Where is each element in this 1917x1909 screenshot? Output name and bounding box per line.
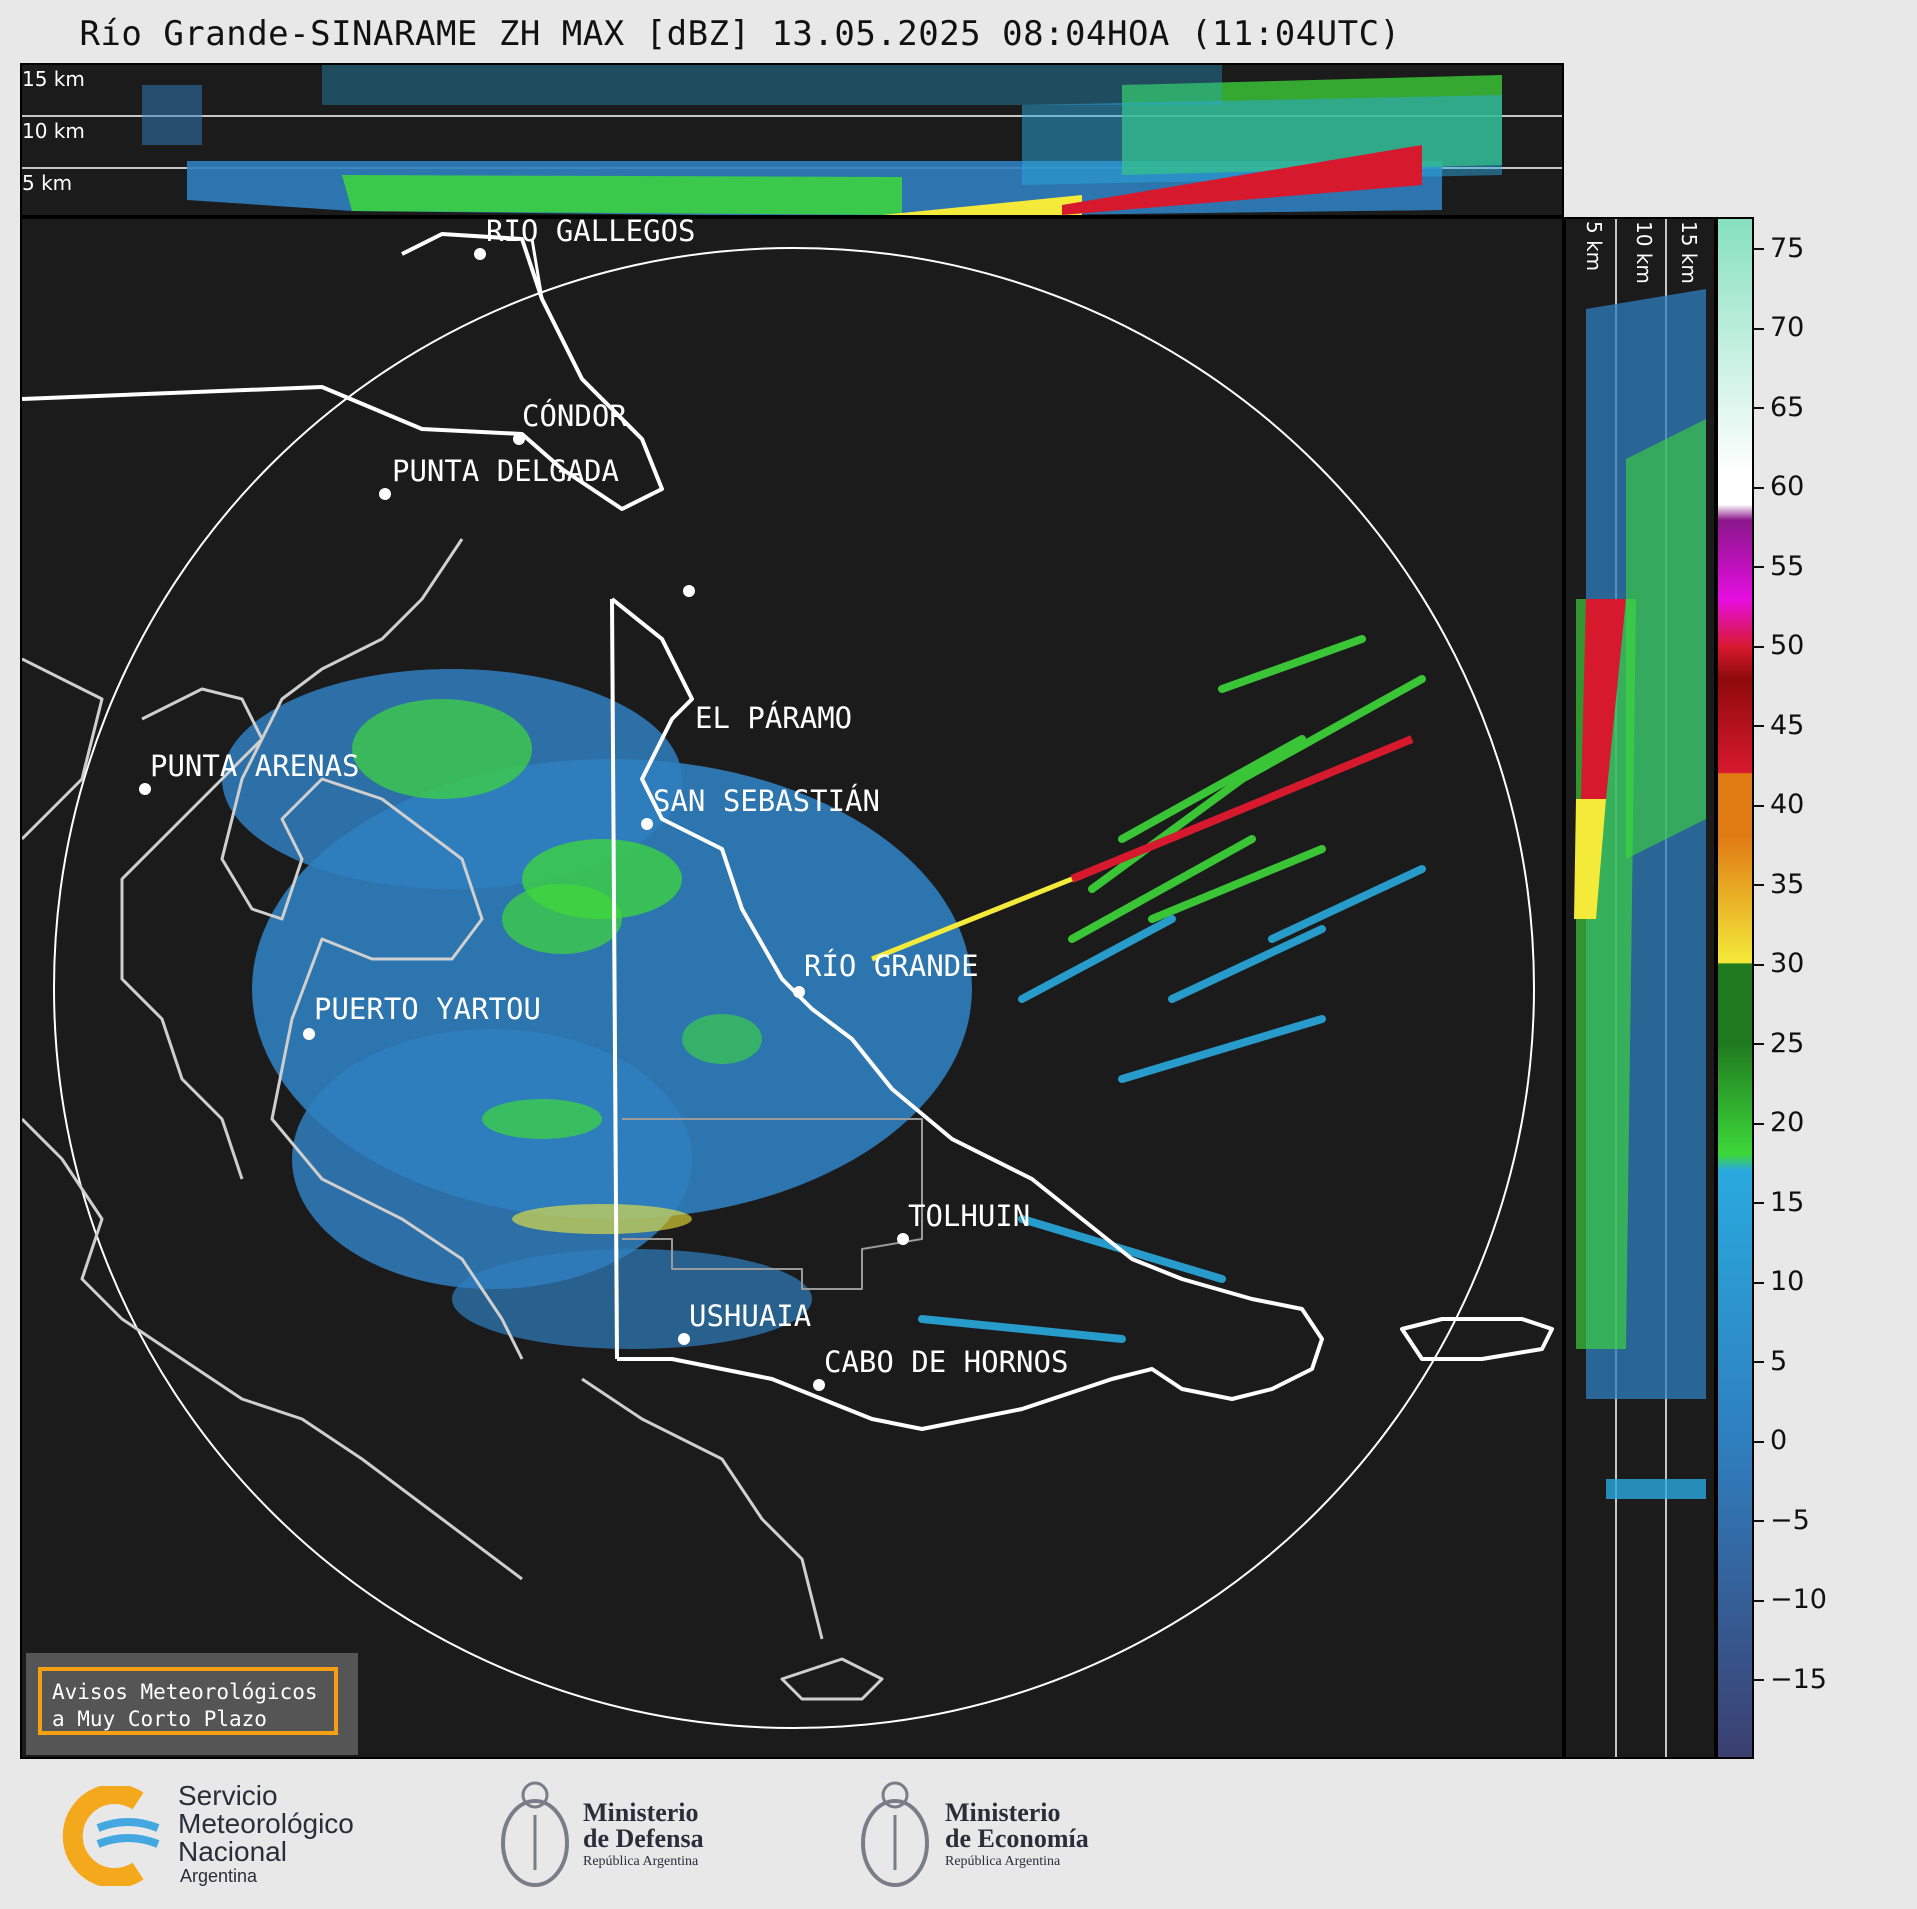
city-label-puerto-yartou: PUERTO YARTOU	[314, 992, 541, 1026]
colorbar-tick-label: 15	[1753, 1187, 1804, 1218]
smn-line-1: Servicio	[178, 1780, 278, 1811]
city-label-tolhuin: TOLHUIN	[908, 1199, 1031, 1233]
top-cross-section-graphic	[22, 65, 1562, 215]
city-label-punta-delgada: PUNTA DELGADA	[392, 454, 619, 488]
smn-logo-icon	[62, 1786, 160, 1886]
city-label-ushuaia: USHUAIA	[689, 1299, 812, 1333]
colorbar-tick-label: 0	[1753, 1425, 1787, 1456]
economia-line-2: de Economía	[945, 1824, 1089, 1853]
city-label-punta-arenas: PUNTA ARENAS	[150, 749, 360, 783]
height-label-15km-vertical: 15 km	[1677, 221, 1701, 284]
economia-seal-icon	[855, 1775, 935, 1895]
city-label-cabo-de-hornos: CABO DE HORNOS	[824, 1345, 1069, 1379]
colorbar-tick-label: −10	[1754, 1584, 1827, 1615]
radar-echo-layer	[222, 635, 1426, 1349]
coastlines	[22, 232, 1554, 1701]
notice-box: Avisos Meteorológicos a Muy Corto Plazo	[26, 1653, 358, 1755]
right-cross-section-graphic	[1574, 219, 1706, 1757]
top-cross-section-panel: 15 km 10 km 5 km	[20, 63, 1564, 217]
defensa-line-2: de Defensa	[583, 1824, 704, 1853]
colorbar-tick-label: 30	[1753, 948, 1804, 979]
economia-line-3: República Argentina	[945, 1854, 1061, 1869]
colorbar-tick-label: −15	[1754, 1664, 1827, 1695]
city-label-rio-gallegos: RÍO GALLEGOS	[486, 217, 696, 248]
colorbar-tick-label: 25	[1753, 1028, 1804, 1059]
city-label-rio-grande: RÍO GRANDE	[804, 949, 979, 983]
defensa-line-1: Ministerio	[583, 1798, 699, 1827]
colorbar-tick-label: 10	[1753, 1266, 1804, 1297]
colorbar-tick-label: 60	[1753, 471, 1804, 502]
height-label-5km-vertical: 5 km	[1582, 221, 1606, 272]
colorbar-tick-label: 65	[1753, 392, 1804, 423]
dbz-colorbar	[1716, 217, 1754, 1759]
height-label-15km: 15 km	[22, 67, 85, 91]
notice-line-1: Avisos Meteorológicos	[52, 1680, 318, 1704]
city-markers	[139, 248, 909, 1391]
range-ring	[53, 247, 1535, 1729]
defensa-seal-icon	[495, 1775, 575, 1895]
height-label-10km: 10 km	[22, 119, 85, 143]
height-label-10km-vertical: 10 km	[1632, 221, 1656, 284]
radar-map-panel: RÍO GALLEGOS CÓNDOR PUNTA DELGADA EL PÁR…	[20, 217, 1564, 1759]
colorbar-tick-label: 20	[1753, 1107, 1804, 1138]
defensa-text: Ministerio de Defensa República Argentin…	[583, 1800, 704, 1872]
height-label-5km: 5 km	[22, 171, 73, 195]
colorbar-tick-label: −5	[1754, 1505, 1810, 1536]
defensa-line-3: República Argentina	[583, 1854, 699, 1869]
economia-text: Ministerio de Economía República Argenti…	[945, 1800, 1089, 1872]
colorbar-tick-label: 75	[1753, 233, 1804, 264]
notice-box-border: Avisos Meteorológicos a Muy Corto Plazo	[38, 1667, 338, 1735]
colorbar-tick-label: 5	[1753, 1346, 1787, 1377]
smn-logo	[58, 1786, 168, 1886]
city-label-el-paramo: EL PÁRAMO	[695, 701, 853, 735]
city-label-san-sebastian: SAN SEBASTIÁN	[653, 784, 880, 818]
colorbar-tick-label: 50	[1753, 630, 1804, 661]
radar-map-graphic	[22, 232, 1554, 1729]
economia-line-1: Ministerio	[945, 1798, 1061, 1827]
colorbar-tick-label: 70	[1753, 312, 1804, 343]
smn-line-4: Argentina	[180, 1866, 258, 1886]
city-label-condor: CÓNDOR	[522, 399, 627, 433]
colorbar-tick-label: 55	[1753, 551, 1804, 582]
smn-line-2: Meteorológico	[178, 1808, 354, 1839]
chart-title: Río Grande-SINARAME ZH MAX [dBZ] 13.05.2…	[79, 14, 1401, 54]
colorbar-tick-label: 35	[1753, 869, 1804, 900]
right-cross-section-panel: 5 km 10 km 15 km	[1564, 217, 1716, 1759]
smn-text: Servicio Meteorológico Nacional Argentin…	[178, 1780, 354, 1887]
colorbar-tick-label: 40	[1753, 789, 1804, 820]
colorbar-tick-label: 45	[1753, 710, 1804, 741]
notice-line-2: a Muy Corto Plazo	[52, 1707, 267, 1731]
smn-line-3: Nacional	[178, 1836, 287, 1867]
